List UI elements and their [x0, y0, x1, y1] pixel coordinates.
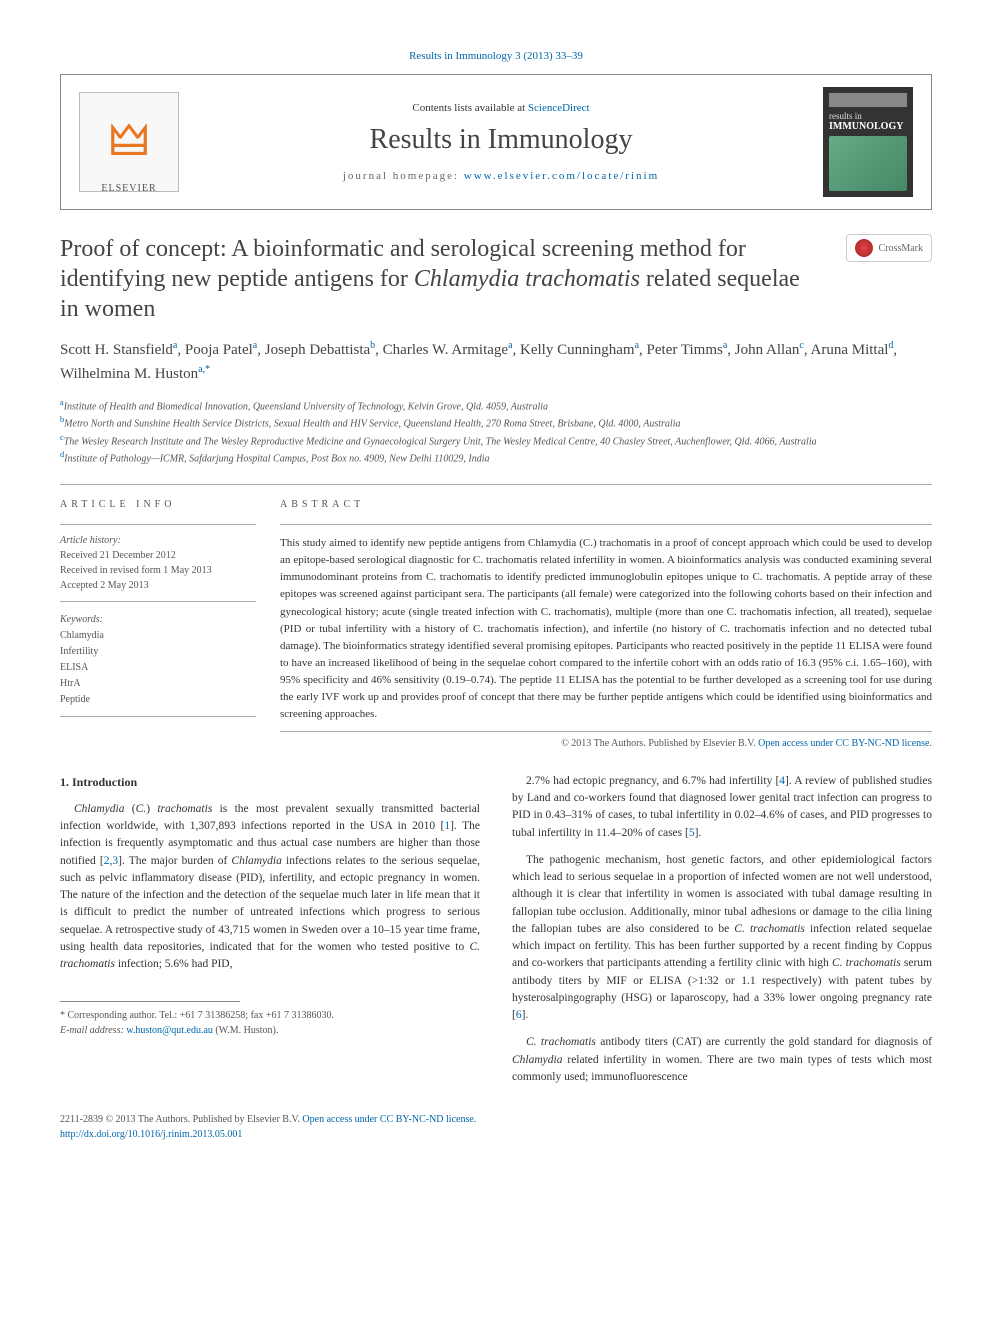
abstract-text: This study aimed to identify new peptide… [280, 524, 932, 723]
keywords-head: Keywords: [60, 612, 256, 628]
journal-name: Results in Immunology [199, 124, 803, 156]
affiliation-line: bMetro North and Sunshine Health Service… [60, 414, 932, 431]
copyright-text: © 2013 The Authors. Published by Elsevie… [561, 738, 758, 749]
keyword-item: Peptide [60, 692, 256, 708]
right-column: 2.7% had ectopic pregnancy, and 6.7% had… [512, 773, 932, 1096]
affiliations: aInstitute of Health and Biomedical Inno… [60, 397, 932, 466]
history-head: Article history: [60, 533, 256, 548]
keyword-item: Infertility [60, 644, 256, 660]
email-label: E-mail address: [60, 1025, 126, 1036]
homepage-link[interactable]: www.elsevier.com/locate/rinim [464, 170, 659, 182]
top-link[interactable]: Results in Immunology 3 (2013) 33–39 [409, 50, 583, 62]
abstract-column: ABSTRACT This study aimed to identify ne… [280, 499, 932, 749]
corresponding-tel: * Corresponding author. Tel.: +61 7 3138… [60, 1008, 480, 1023]
page-footer: 2211-2839 © 2013 The Authors. Published … [60, 1112, 932, 1142]
body-paragraph: Chlamydia (C.) trachomatis is the most p… [60, 801, 480, 974]
license-link-1[interactable]: Open access under CC BY-NC-ND license. [758, 738, 932, 749]
abstract-copyright: © 2013 The Authors. Published by Elsevie… [280, 731, 932, 749]
email-link[interactable]: w.huston@qut.edu.au [126, 1025, 213, 1036]
history-line: Received 21 December 2012 [60, 548, 256, 563]
elsevier-tree-icon: 🜲 [109, 91, 149, 181]
history-line: Received in revised form 1 May 2013 [60, 563, 256, 578]
corresponding-author-footnote: * Corresponding author. Tel.: +61 7 3138… [60, 1008, 480, 1038]
article-info-column: ARTICLE INFO Article history: Received 2… [60, 499, 280, 749]
body-paragraph: The pathogenic mechanism, host genetic f… [512, 852, 932, 1025]
homepage-prefix: journal homepage: [343, 170, 464, 182]
contents-prefix: Contents lists available at [412, 102, 527, 114]
journal-header: 🜲 ELSEVIER Contents lists available at S… [60, 74, 932, 210]
homepage-line: journal homepage: www.elsevier.com/locat… [199, 170, 803, 182]
affiliation-line: aInstitute of Health and Biomedical Inno… [60, 397, 932, 414]
abstract-label: ABSTRACT [280, 499, 932, 510]
authors-list: Scott H. Stansfielda, Pooja Patela, Jose… [60, 338, 932, 385]
keyword-item: ELISA [60, 660, 256, 676]
article-title: Proof of concept: A bioinformatic and se… [60, 234, 820, 324]
footer-issn: 2211-2839 © 2013 The Authors. Published … [60, 1114, 302, 1125]
affiliation-line: cThe Wesley Research Institute and The W… [60, 432, 932, 449]
history-line: Accepted 2 May 2013 [60, 578, 256, 593]
contents-line: Contents lists available at ScienceDirec… [199, 102, 803, 114]
doi-link[interactable]: http://dx.doi.org/10.1016/j.rinim.2013.0… [60, 1129, 242, 1140]
article-history: Article history: Received 21 December 20… [60, 524, 256, 602]
journal-page-range: Results in Immunology 3 (2013) 33–39 [60, 50, 932, 62]
crossmark-icon [855, 239, 873, 257]
email-suffix: (W.M. Huston). [213, 1025, 278, 1036]
section-heading-intro: 1. Introduction [60, 773, 480, 791]
crossmark-label: CrossMark [879, 243, 923, 254]
sciencedirect-link[interactable]: ScienceDirect [528, 102, 590, 114]
header-center: Contents lists available at ScienceDirec… [179, 102, 823, 182]
affiliation-line: dInstitute of Pathology—ICMR, Safdarjung… [60, 449, 932, 466]
article-info-label: ARTICLE INFO [60, 499, 256, 510]
body-paragraph: C. trachomatis antibody titers (CAT) are… [512, 1034, 932, 1086]
left-column: 1. Introduction Chlamydia (C.) trachomat… [60, 773, 480, 1096]
elsevier-text: ELSEVIER [101, 183, 156, 194]
footnote-separator [60, 1001, 240, 1002]
elsevier-logo: 🜲 ELSEVIER [79, 92, 179, 192]
body-paragraph: 2.7% had ectopic pregnancy, and 6.7% had… [512, 773, 932, 842]
body-two-column: 1. Introduction Chlamydia (C.) trachomat… [60, 773, 932, 1096]
journal-cover: results in IMMUNOLOGY [823, 87, 913, 197]
cover-line2: IMMUNOLOGY [829, 121, 907, 132]
crossmark-badge[interactable]: CrossMark [846, 234, 932, 262]
license-link-2[interactable]: Open access under CC BY-NC-ND license. [302, 1114, 476, 1125]
keywords-block: Keywords: ChlamydiaInfertilityELISAHtrAP… [60, 612, 256, 717]
keyword-item: HtrA [60, 676, 256, 692]
cover-line1: results in [829, 111, 907, 121]
keyword-item: Chlamydia [60, 628, 256, 644]
